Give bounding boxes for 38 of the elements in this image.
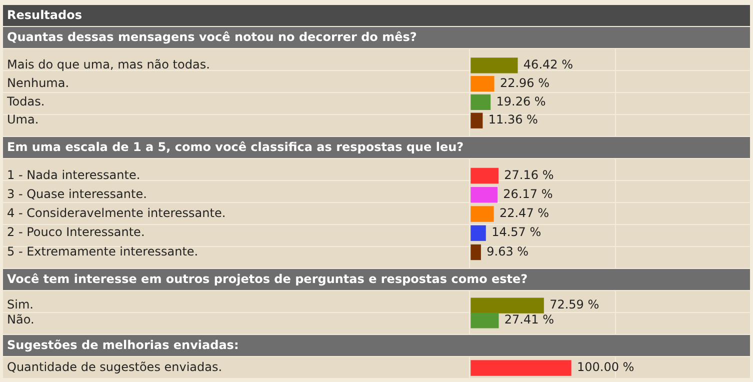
bar <box>470 94 491 110</box>
y-tick-label: Mais do que uma, mas não todas. <box>7 58 210 72</box>
data-label: 26.17 % <box>503 187 553 202</box>
data-label: 14.57 % <box>492 225 542 240</box>
y-tick-label: Uma. <box>7 112 39 127</box>
bar <box>470 168 498 184</box>
bar <box>470 225 486 241</box>
y-tick-label: 5 - Extremamente interessante. <box>7 244 198 258</box>
data-label: 22.96 % <box>500 76 550 90</box>
data-label: 11.36 % <box>488 112 538 127</box>
text: Sugestões de melhorias enviadas: <box>3 335 750 356</box>
y-tick-label: Quantidade de sugestões enviadas. <box>7 360 222 374</box>
bar <box>470 187 498 203</box>
bar <box>470 206 494 222</box>
y-tick-label: Todas. <box>6 94 45 108</box>
text: Você tem interesse em outros projetos de perguntas e respostas como este? <box>3 269 750 290</box>
data-label: 22.47 % <box>499 206 550 220</box>
data-label: 19.26 % <box>496 94 546 108</box>
y-tick-label: Nenhuma. <box>7 76 70 90</box>
data-label: 27.41 % <box>504 312 554 327</box>
y-tick-label: 4 - Consideravelmente interessante. <box>7 206 226 220</box>
bar <box>470 58 518 74</box>
data-label: 27.16 % <box>504 168 554 182</box>
text: Em uma escala de 1 a 5, como você classifica as respostas que leu? <box>3 137 750 158</box>
text: Quantas dessas mensagens você notou no decorrer do mês? <box>3 27 750 48</box>
text: Resultados <box>3 5 750 26</box>
y-tick-label: 2 - Pouco Interessante. <box>7 225 145 240</box>
bar <box>470 76 494 92</box>
data-label: 72.59 % <box>550 298 600 312</box>
y-tick-label: Sim. <box>7 298 34 312</box>
y-tick-label: 3 - Quase interessante. <box>7 187 147 202</box>
y-tick-label: Não. <box>7 312 34 327</box>
bar <box>470 244 481 260</box>
data-label: 9.63 % <box>486 244 529 258</box>
data-label: 46.42 % <box>523 58 573 72</box>
bar <box>470 112 483 128</box>
y-tick-label: 1 - Nada interessante. <box>7 168 140 182</box>
data-label: 100.00 % <box>577 360 634 374</box>
